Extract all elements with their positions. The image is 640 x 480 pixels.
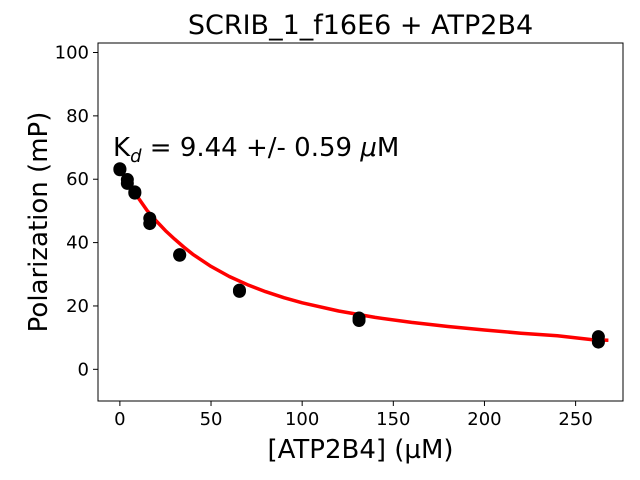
data-point: [113, 163, 127, 177]
plot-frame: [97, 42, 624, 402]
x-tick-label: 200: [467, 409, 501, 430]
y-axis: 0 20 40 60 80 100: [55, 43, 98, 380]
data-point: [128, 186, 142, 200]
data-point: [232, 284, 246, 298]
x-axis-label: [ATP2B4] (µM): [267, 435, 453, 465]
y-tick-label: 40: [66, 233, 89, 254]
x-tick-label: 50: [200, 409, 223, 430]
kd-value: = 9.44 +/- 0.59: [142, 133, 361, 163]
data-point: [352, 314, 366, 328]
x-tick-label: 0: [114, 409, 125, 430]
kd-annotation: Kd = 9.44 +/- 0.59 μM: [113, 133, 399, 167]
chart-title: SCRIB_1_f16E6 + ATP2B4: [188, 10, 533, 41]
data-points-group: [113, 162, 605, 349]
kd-subscript: d: [130, 146, 142, 167]
kd-unit: M: [377, 133, 399, 163]
x-axis: 0 50 100 150 200 250: [114, 401, 593, 430]
y-axis-label: Polarization (mP): [24, 112, 54, 333]
data-point: [120, 176, 134, 190]
x-tick-label: 150: [376, 409, 410, 430]
x-tick-label: 250: [558, 409, 592, 430]
y-tick-label: 20: [66, 296, 89, 317]
x-tick-label: 100: [285, 409, 319, 430]
data-point: [143, 217, 157, 231]
kd-symbol: K: [113, 133, 131, 163]
y-tick-label: 0: [78, 359, 89, 380]
kd-mu: μ: [359, 133, 377, 163]
y-tick-label: 100: [55, 43, 89, 64]
y-tick-label: 60: [66, 169, 89, 190]
data-point: [591, 335, 605, 349]
y-tick-label: 80: [66, 106, 89, 127]
data-point: [173, 248, 187, 262]
